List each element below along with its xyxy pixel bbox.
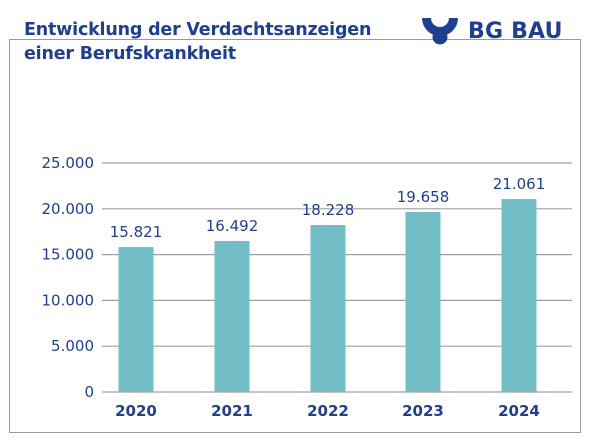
bar-2021 — [214, 240, 250, 392]
x-tick-label-2021: 2021 — [211, 402, 253, 420]
data-label-2022: 18.228 — [302, 201, 355, 219]
data-label-2024: 21.061 — [493, 175, 546, 193]
y-tick-label-5000: 5.000 — [51, 337, 94, 355]
chart-frame — [9, 39, 581, 433]
y-tick-label-10000: 10.000 — [42, 291, 95, 309]
labels: 0 5.000 10.000 15.000 20.000 25.000 15.821 2020… — [42, 154, 546, 420]
chart-title-line-1: Entwicklung der Verdachtsanzeigen — [24, 20, 372, 40]
bars — [118, 199, 537, 392]
bar-2022 — [310, 225, 346, 392]
x-tick-label-2020: 2020 — [115, 402, 157, 420]
x-tick-label-2023: 2023 — [402, 402, 444, 420]
bg-bau-logo-icon — [422, 18, 458, 45]
bar-2024 — [501, 199, 537, 392]
bar-2020 — [118, 247, 154, 392]
y-tick-label-25000: 25.000 — [42, 154, 95, 172]
y-tick-label-20000: 20.000 — [42, 200, 95, 218]
bg-bau-logo-text: BG BAU — [468, 18, 563, 44]
x-tick-label-2024: 2024 — [498, 402, 540, 420]
y-tick-label-15000: 15.000 — [42, 246, 95, 264]
bg-bau-logo: BG BAU — [420, 14, 563, 48]
data-label-2023: 19.658 — [397, 188, 450, 206]
chart-title-line-2: einer Berufskrankheit — [24, 44, 236, 64]
y-tick-label-0: 0 — [84, 383, 94, 401]
data-label-2020: 15.821 — [110, 223, 163, 241]
data-label-2021: 16.492 — [206, 217, 259, 235]
x-tick-label-2022: 2022 — [307, 402, 349, 420]
bar-2023 — [405, 211, 441, 392]
chart-title: Entwicklung der Verdachtsanzeigen einer … — [24, 18, 371, 66]
